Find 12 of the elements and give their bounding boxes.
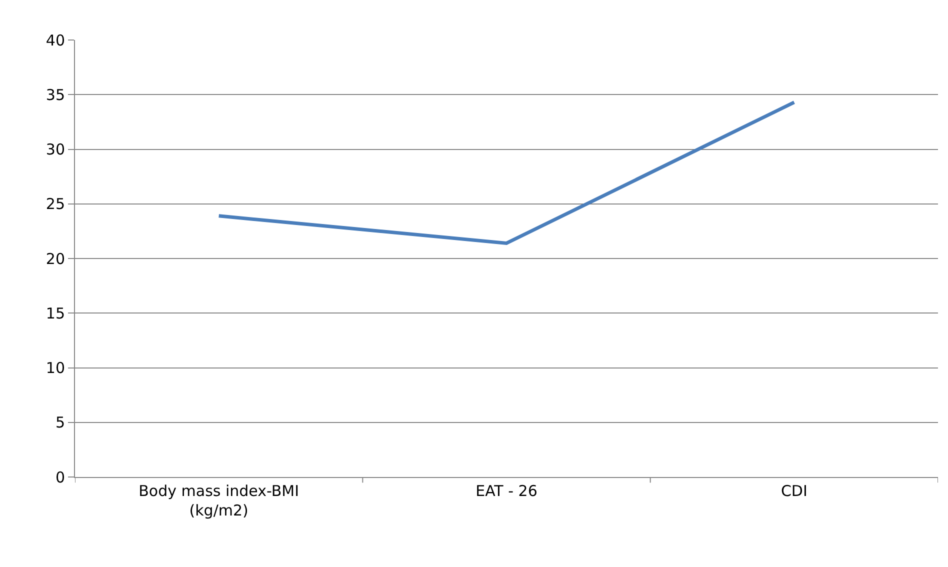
y-tick-label: 10 bbox=[46, 359, 65, 377]
x-tick-label: CDI bbox=[780, 482, 808, 500]
y-tick-label: 40 bbox=[46, 31, 65, 50]
y-tick-label: 5 bbox=[55, 414, 65, 432]
y-tick-label: 0 bbox=[55, 468, 65, 486]
y-tick-label: 15 bbox=[46, 304, 65, 322]
x-tick-label: EAT - 26 bbox=[476, 482, 538, 500]
y-tick-label: 30 bbox=[46, 140, 65, 158]
y-tick-label: 35 bbox=[46, 86, 65, 104]
y-tick-label: 25 bbox=[46, 195, 65, 214]
x-tick-label: Body mass index-BMI (kg/m2) bbox=[138, 482, 300, 520]
y-tick-label: 20 bbox=[46, 250, 65, 268]
